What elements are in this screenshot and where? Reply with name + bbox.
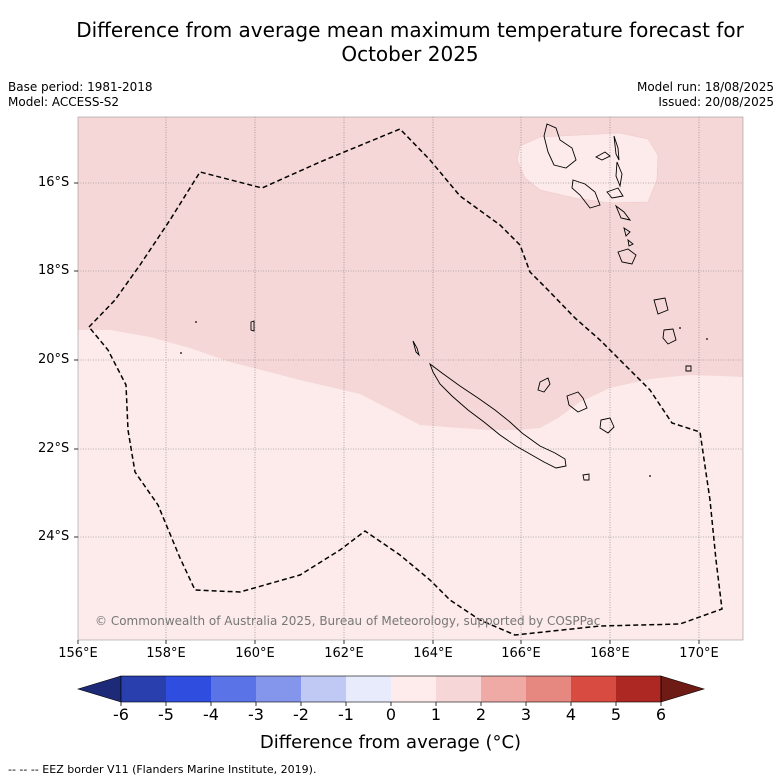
island-ambrym: [606, 187, 624, 199]
colorbar-bin-m1: [346, 676, 391, 702]
colorbar-label-6: 6: [655, 705, 667, 724]
map-frame: [77, 116, 744, 641]
map-area: [78, 117, 743, 640]
island-dot-4: [706, 338, 708, 340]
colorbar-label-m5: -5: [158, 705, 174, 724]
island-erromango: [653, 297, 669, 315]
island-reefs-west: [250, 320, 255, 332]
lon-tick-156e: 156°E: [58, 646, 98, 661]
lat-tick-18s: 18°S: [38, 263, 70, 278]
island-lifou: [566, 391, 588, 413]
island-epi: [614, 204, 632, 221]
copyright-notice: © Commonwealth of Australia 2025, Bureau…: [95, 614, 601, 628]
colorbar-bin-m6: [121, 676, 166, 702]
eez-border: [87, 128, 723, 636]
meta-left: Base period: 1981-2018 Model: ACCESS-S2: [8, 80, 153, 110]
island-espiritu-santo: [543, 123, 577, 169]
colorbar-title: Difference from average (°C): [259, 732, 522, 753]
colorbar: [76, 675, 706, 706]
lat-tick-22s: 22°S: [38, 441, 70, 456]
island-mare: [599, 417, 615, 434]
island-ouvea: [537, 377, 551, 393]
colorbar-bin-2: [481, 676, 526, 702]
island-maewo: [613, 135, 620, 161]
colorbar-label-3: 3: [520, 705, 532, 724]
lon-tick-170e: 170°E: [679, 646, 719, 661]
colorbar-label-m4: -4: [203, 705, 219, 724]
island-shepherd: [623, 226, 634, 247]
colorbar-label-0: 0: [385, 705, 397, 724]
colorbar-bin-m3: [256, 676, 301, 702]
colorbar-extend-high: [660, 675, 706, 703]
lon-tick-168e: 168°E: [590, 646, 630, 661]
title-line-1: Difference from average mean maximum tem…: [76, 18, 744, 42]
lat-tick-16s: 16°S: [38, 175, 70, 190]
island-tanna: [662, 328, 677, 345]
colorbar-label-1: 1: [430, 705, 442, 724]
colorbar-bin-m5: [166, 676, 211, 702]
model-name: Model: ACCESS-S2: [8, 95, 120, 109]
lon-tick-166e: 166°E: [501, 646, 541, 661]
lon-tick-162e: 162°E: [324, 646, 364, 661]
lat-tick-24s: 24°S: [38, 529, 70, 544]
meta-right: Model run: 18/08/2025 Issued: 20/08/2025: [637, 80, 774, 110]
island-dot-5: [679, 327, 681, 329]
colorbar-label-m2: -2: [293, 705, 309, 724]
colorbar-bin-3: [526, 676, 571, 702]
lon-tick-164e: 164°E: [413, 646, 453, 661]
colorbar-label-4: 4: [565, 705, 577, 724]
graticule: [78, 117, 743, 640]
colorbar-bin-m2: [301, 676, 346, 702]
axis-ticks: [74, 182, 700, 644]
island-belep: [412, 340, 420, 357]
eez-legend-note: -- -- -- EEZ border V11 (Flanders Marine…: [8, 763, 317, 776]
island-efate: [617, 248, 637, 265]
lon-tick-158e: 158°E: [146, 646, 186, 661]
model-run: Model run: 18/08/2025: [636, 80, 774, 94]
lon-tick-160e: 160°E: [235, 646, 275, 661]
colorbar-label-5: 5: [610, 705, 622, 724]
island-malakula: [571, 179, 601, 209]
colorbar-bin-0: [391, 676, 436, 702]
island-dot-1: [195, 321, 197, 323]
island-ile-des-pins: [582, 473, 590, 481]
base-period: Base period: 1981-2018: [8, 80, 153, 94]
colorbar-bin-1: [436, 676, 481, 702]
colorbar-label-m6: -6: [113, 705, 129, 724]
colorbar-bin-4: [571, 676, 616, 702]
colorbar-ticks: [120, 702, 662, 706]
island-grande-terre: [429, 362, 567, 469]
island-ambae: [595, 151, 611, 161]
colorbar-extend-low: [76, 675, 122, 703]
title-line-2: October 2025: [341, 42, 479, 66]
island-aneityum: [685, 365, 692, 372]
anomaly-field-0-1-north-patch: [516, 132, 659, 204]
colorbar-label-2: 2: [475, 705, 487, 724]
chart-title: Difference from average mean maximum tem…: [40, 18, 780, 66]
island-pentecost: [615, 161, 623, 188]
colorbar-bin-m4: [211, 676, 256, 702]
colorbar-bin-5: [616, 676, 661, 702]
colorbar-label-m1: -1: [338, 705, 354, 724]
island-dot-3: [649, 475, 651, 477]
issued-date: Issued: 20/08/2025: [658, 95, 774, 109]
colorbar-label-m3: -3: [248, 705, 264, 724]
island-dot-2: [180, 352, 182, 354]
lat-tick-20s: 20°S: [38, 352, 70, 367]
